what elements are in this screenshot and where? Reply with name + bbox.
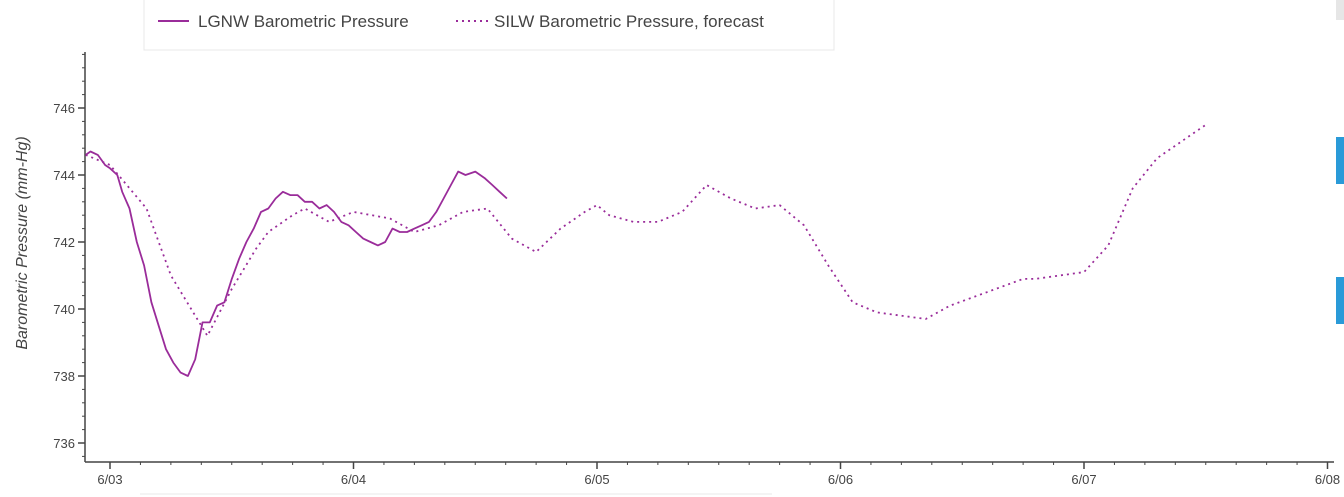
legend-label-silw: SILW Barometric Pressure, forecast — [494, 12, 764, 31]
x-tick-label: 6/08 — [1315, 472, 1340, 487]
series-line-lgnw — [86, 152, 507, 377]
panel-edge-right — [1336, 0, 1344, 20]
x-tick-label: 6/05 — [584, 472, 609, 487]
y-tick-label: 742 — [53, 235, 75, 250]
y-axis: 736 738 740 742 744 746 — [53, 52, 85, 462]
side-accent-mark — [1336, 137, 1344, 184]
y-tick-label: 744 — [53, 168, 75, 183]
x-tick-label: 6/04 — [341, 472, 366, 487]
y-tick-label: 740 — [53, 302, 75, 317]
x-tick-label: 6/06 — [828, 472, 853, 487]
legend-label-lgnw: LGNW Barometric Pressure — [198, 12, 409, 31]
x-axis: 6/03 6/04 6/05 6/06 6/07 6/08 — [85, 462, 1340, 487]
y-tick-label: 736 — [53, 436, 75, 451]
y-axis-label: Barometric Pressure (mm-Hg) — [14, 136, 31, 349]
series-layer — [86, 125, 1206, 376]
legend: LGNW Barometric Pressure SILW Barometric… — [144, 0, 834, 50]
side-accent-mark — [1336, 277, 1344, 324]
x-tick-label: 6/07 — [1071, 472, 1096, 487]
y-tick-label: 746 — [53, 101, 75, 116]
y-tick-label: 738 — [53, 369, 75, 384]
x-tick-label: 6/03 — [97, 472, 122, 487]
